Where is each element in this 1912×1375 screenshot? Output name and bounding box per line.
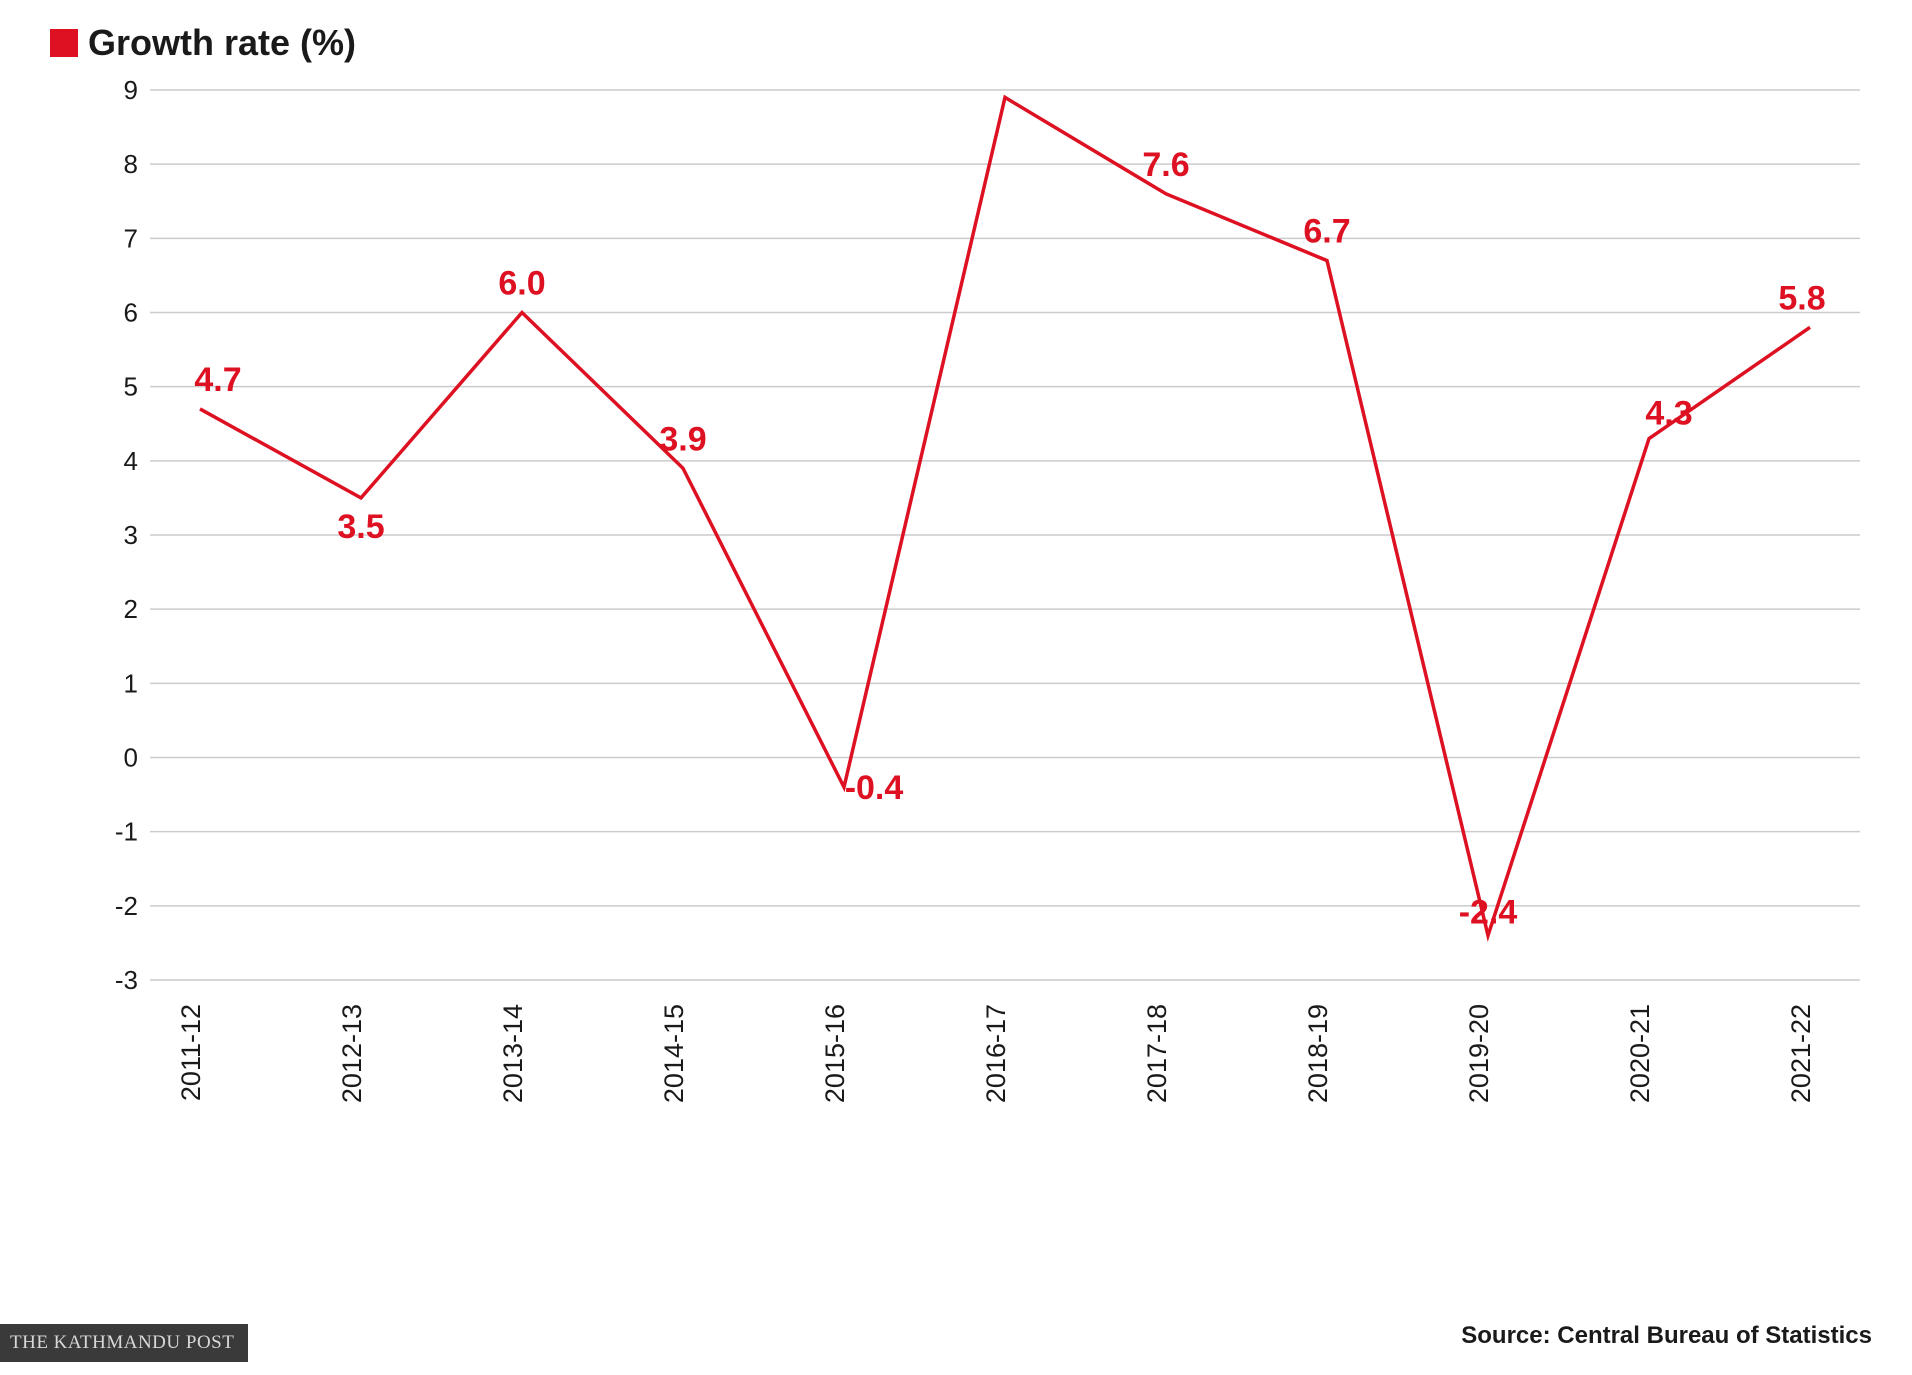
value-label: -2.4 [1459,894,1518,932]
y-tick-label: 8 [124,149,138,179]
value-label: -0.4 [845,769,904,807]
x-tick-label: 2015-16 [820,1004,850,1103]
x-tick-label: 2013-14 [498,1004,528,1103]
x-tick-label: 2014-15 [659,1004,689,1103]
x-tick-label: 2019-20 [1464,1004,1494,1103]
line-chart: -3 -2 -1 0 1 2 3 4 5 6 7 8 9 4.7 3.5 6.0 3.9 -0.4 8.9 7.6 6.… [110,80,1870,1160]
x-tick-label: 2012-13 [337,1004,367,1103]
y-tick-label: -2 [115,891,138,921]
series-line [200,97,1810,935]
value-label: 5.8 [1778,279,1825,317]
x-tick-label: 2011-12 [176,1004,206,1101]
y-tick-label: 4 [124,446,138,476]
y-tick-label: -3 [115,965,138,995]
source-text: Source: Central Bureau of Statistics [1461,1322,1872,1350]
value-label: 8.9 [981,80,1028,87]
x-tick-label: 2016-17 [981,1004,1011,1103]
legend-label: Growth rate (%) [88,22,356,64]
value-label: 6.7 [1303,213,1350,251]
value-label: 4.3 [1645,395,1692,433]
y-tick-label: 2 [124,594,138,624]
y-tick-label: 9 [124,80,138,105]
y-tick-label: 1 [124,668,138,698]
legend: Growth rate (%) [50,22,356,64]
value-label: 3.9 [659,420,706,458]
y-tick-label: 0 [124,743,138,773]
x-tick-label: 2017-18 [1142,1004,1172,1103]
value-label: 3.5 [337,508,384,546]
y-tick-label: -1 [115,817,138,847]
y-tick-label: 6 [124,298,138,328]
watermark: THE KATHMANDU POST [0,1324,248,1362]
y-tick-label: 7 [124,223,138,253]
value-label: 4.7 [194,361,241,399]
value-label: 7.6 [1142,146,1189,184]
y-tick-label: 3 [124,520,138,550]
value-label: 6.0 [498,265,545,303]
legend-swatch [50,29,78,57]
x-tick-label: 2021-22 [1786,1004,1816,1103]
x-tick-label: 2018-19 [1303,1004,1333,1103]
x-tick-label: 2020-21 [1625,1004,1655,1103]
y-tick-label: 5 [124,372,138,402]
